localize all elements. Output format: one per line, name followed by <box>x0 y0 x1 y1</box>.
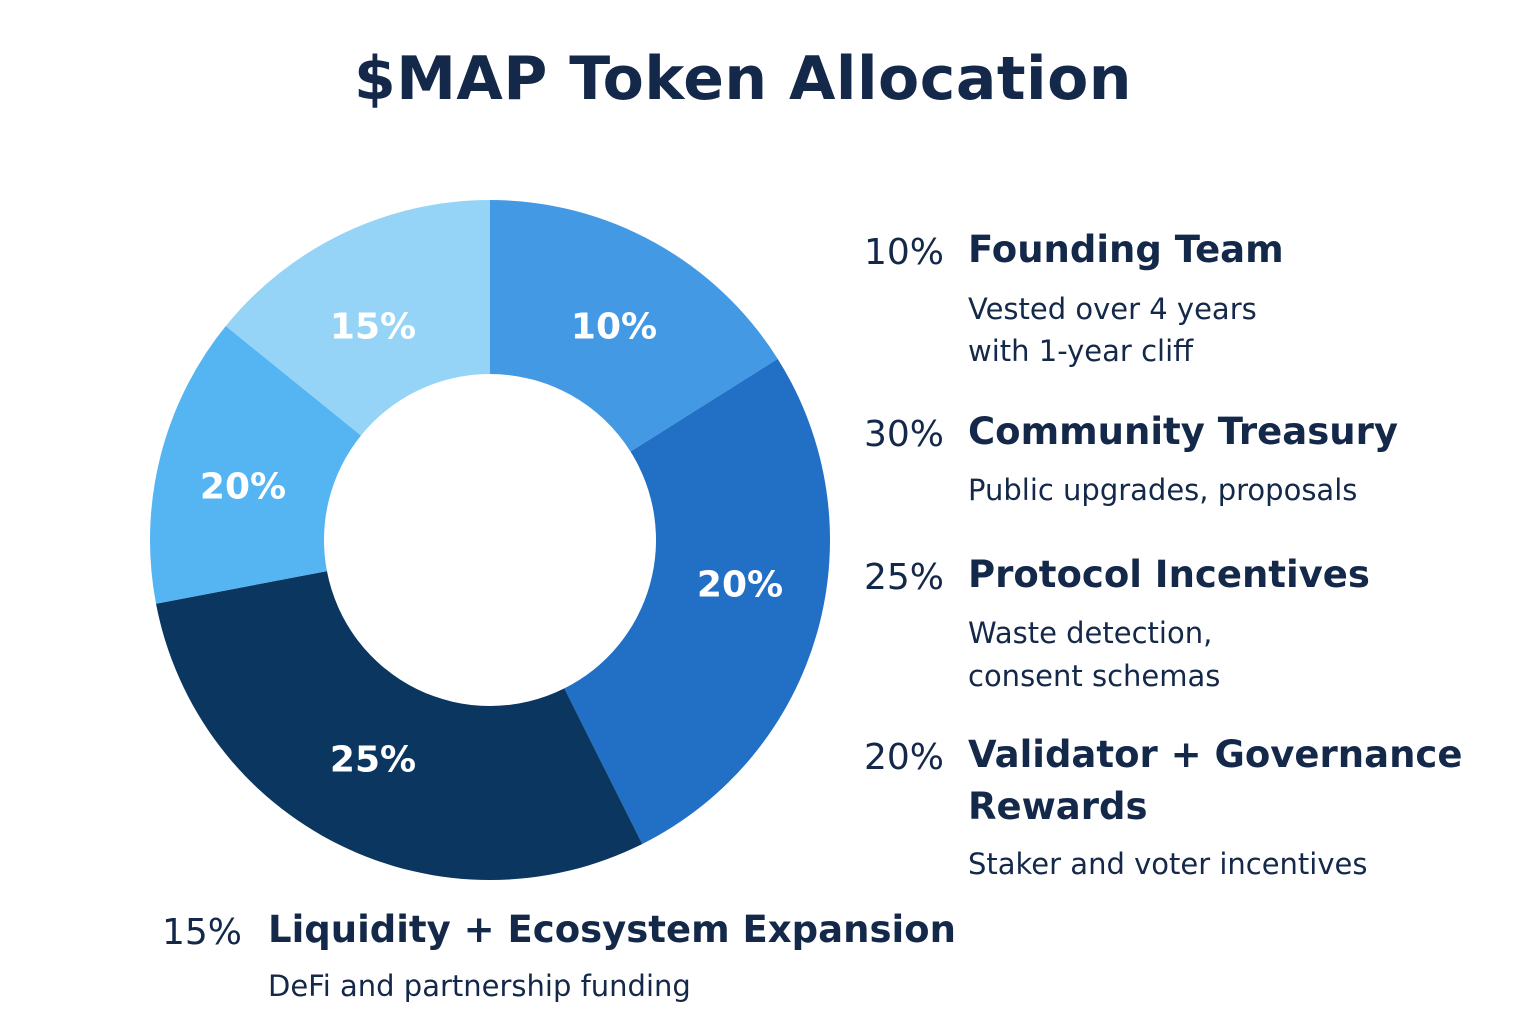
chart-title: $MAP Token Allocation <box>353 44 1133 114</box>
legend-title: Validator + Governance <box>968 733 1463 776</box>
segment-percent-label: 10% <box>570 306 658 348</box>
legend-title: Protocol Incentives <box>968 553 1370 596</box>
legend-description: consent schemas <box>968 659 1221 693</box>
legend-percent: 15% <box>161 912 242 953</box>
legend-percent: 30% <box>863 414 944 455</box>
segment-percent-label: 20% <box>696 564 784 606</box>
legend-title: Community Treasury <box>968 410 1398 453</box>
segment-percent-label: 25% <box>329 739 417 781</box>
donut-segment <box>150 326 361 604</box>
segment-percent-label: 15% <box>329 306 417 348</box>
legend-description: Public upgrades, proposals <box>968 473 1358 507</box>
legend-description: Waste detection, <box>968 616 1213 650</box>
legend-percent: 10% <box>863 232 944 273</box>
legend-percent: 25% <box>863 557 944 598</box>
legend-title: Liquidity + Ecosystem Expansion <box>268 908 956 951</box>
legend-description: DeFi and partnership funding <box>268 969 691 1003</box>
donut-segment <box>156 571 643 880</box>
legend-description: with 1-year cliff <box>968 334 1194 368</box>
legend-description: Staker and voter incentives <box>968 847 1368 881</box>
legend-percent: 20% <box>863 737 944 778</box>
legend-title: Rewards <box>968 785 1148 828</box>
legend-title: Founding Team <box>968 228 1284 271</box>
donut-segment <box>225 200 490 436</box>
donut-segment <box>564 358 830 845</box>
legend-description: Vested over 4 years <box>968 292 1257 326</box>
donut-segment <box>490 200 778 452</box>
segment-percent-label: 20% <box>199 466 287 508</box>
